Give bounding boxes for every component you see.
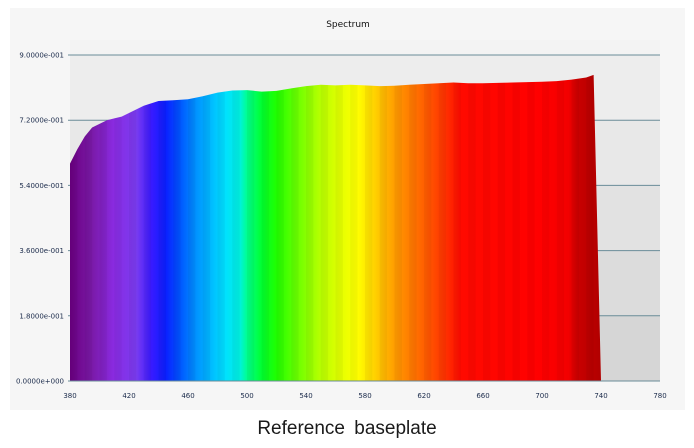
x-tick-label: 540 bbox=[299, 392, 312, 400]
x-tick-label: 780 bbox=[653, 392, 666, 400]
y-tick-label: 9.0000e-001 bbox=[19, 52, 64, 60]
y-axis-tick-labels: 0.0000e+000 1.8000e-001 3.6000e-001 5.4000e… bbox=[16, 52, 64, 386]
x-tick-label: 580 bbox=[358, 392, 371, 400]
x-tick-label: 380 bbox=[63, 392, 76, 400]
x-tick-label: 620 bbox=[417, 392, 430, 400]
x-tick-label: 420 bbox=[122, 392, 135, 400]
y-tick-label: 3.6000e-001 bbox=[19, 247, 64, 255]
x-tick-label: 700 bbox=[535, 392, 548, 400]
figure-caption: Reference baseplate bbox=[257, 418, 437, 439]
plot-band-top bbox=[70, 40, 660, 55]
y-tick-label: 7.2000e-001 bbox=[19, 117, 64, 125]
x-tick-label: 740 bbox=[594, 392, 607, 400]
x-tick-label: 660 bbox=[476, 392, 489, 400]
y-tick-label: 0.0000e+000 bbox=[16, 378, 64, 386]
x-tick-label: 460 bbox=[181, 392, 194, 400]
y-tick-label: 5.4000e-001 bbox=[19, 182, 64, 190]
x-axis-tick-labels: 380 420 460 500 540 580 620 660 700 740 780 bbox=[63, 392, 666, 400]
chart-title: Spectrum bbox=[326, 20, 370, 30]
y-tick-label: 1.8000e-001 bbox=[19, 312, 64, 320]
x-tick-label: 500 bbox=[240, 392, 253, 400]
